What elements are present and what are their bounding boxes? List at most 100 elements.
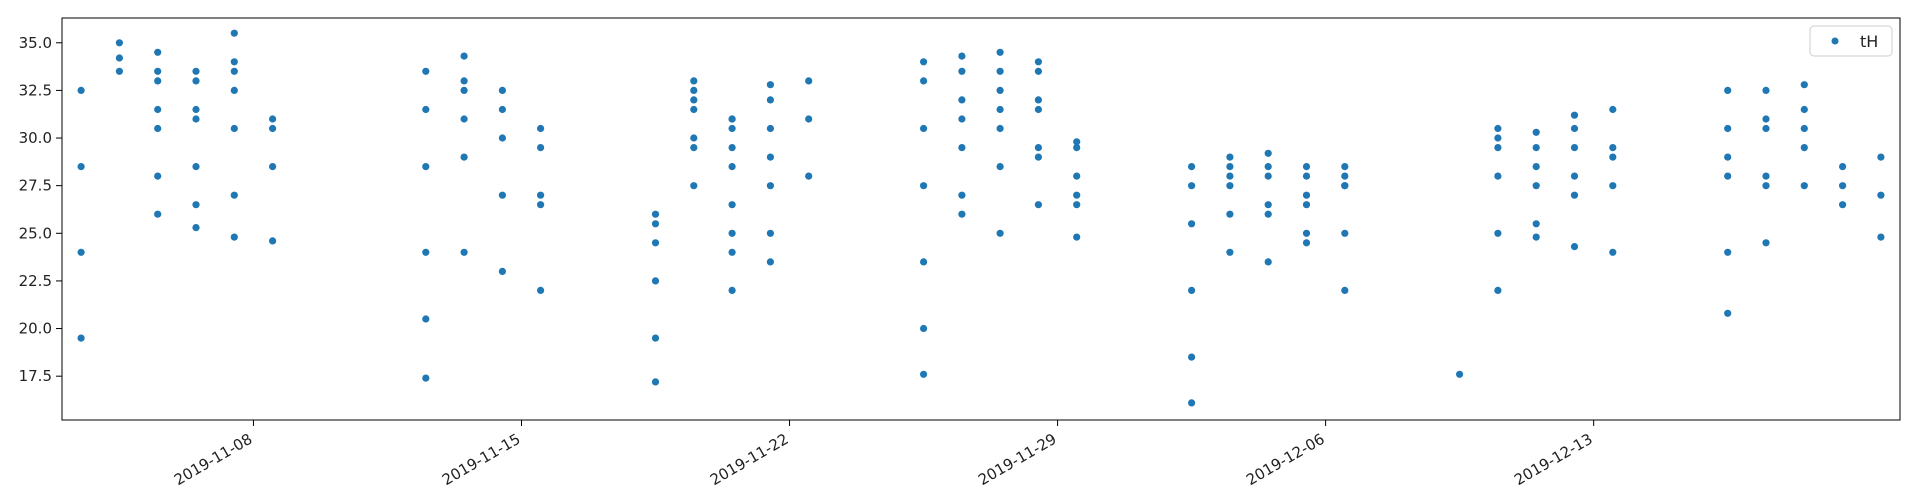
data-point — [422, 105, 430, 114]
data-point — [1609, 248, 1617, 256]
data-point — [192, 67, 200, 75]
data-point — [192, 201, 200, 209]
data-point — [1188, 182, 1196, 190]
data-point — [230, 29, 238, 37]
x-tick-label: 2019-11-08 — [171, 430, 256, 489]
data-point — [920, 77, 928, 85]
data-point — [728, 286, 736, 294]
data-point — [1034, 201, 1042, 209]
data-point — [1264, 210, 1272, 218]
data-point — [154, 105, 162, 114]
data-point — [1302, 163, 1311, 171]
data-point — [460, 52, 468, 60]
y-tick-label: 17.5 — [19, 367, 52, 385]
data-point — [115, 39, 123, 47]
data-point — [766, 182, 775, 190]
data-point — [230, 67, 238, 75]
data-point — [1341, 286, 1349, 294]
data-point — [766, 124, 775, 133]
data-point — [154, 67, 162, 75]
y-tick-label: 22.5 — [19, 272, 52, 290]
data-point — [269, 124, 277, 133]
legend: tH — [1809, 25, 1893, 57]
data-point — [651, 378, 660, 386]
data-point — [1226, 163, 1234, 171]
data-point — [192, 115, 200, 123]
data-point — [1839, 201, 1847, 209]
data-point — [154, 172, 162, 180]
data-point — [498, 267, 506, 275]
data-points — [77, 29, 1885, 407]
data-point — [1494, 134, 1502, 142]
y-tick-label: 30.0 — [19, 129, 52, 147]
data-point — [1494, 144, 1502, 152]
data-point — [1264, 258, 1272, 266]
data-point — [1456, 370, 1464, 378]
data-point — [1609, 182, 1617, 190]
data-point — [1188, 220, 1196, 228]
data-point — [460, 248, 468, 256]
data-point — [920, 124, 928, 133]
data-point — [1264, 149, 1272, 157]
y-tick-label: 32.5 — [19, 81, 52, 99]
y-tick-label: 27.5 — [19, 177, 52, 195]
data-point — [1724, 172, 1732, 180]
data-point — [728, 229, 736, 237]
data-point — [920, 258, 928, 266]
data-point — [690, 105, 698, 114]
data-point — [1800, 81, 1808, 89]
data-point — [690, 182, 698, 190]
data-point — [1226, 172, 1234, 180]
data-point — [192, 163, 200, 171]
data-point — [1532, 128, 1540, 136]
data-point — [1302, 201, 1311, 209]
legend-marker — [1831, 37, 1839, 45]
x-tick-label: 2019-12-06 — [1243, 430, 1328, 489]
data-point — [1226, 182, 1234, 190]
data-point — [115, 54, 123, 62]
data-point — [1762, 239, 1770, 247]
data-point — [537, 144, 545, 152]
data-point — [728, 115, 736, 123]
data-point — [1877, 153, 1885, 161]
data-point — [1570, 144, 1579, 152]
data-point — [230, 124, 238, 133]
data-point — [996, 48, 1004, 56]
data-point — [690, 96, 698, 104]
data-point — [728, 124, 736, 133]
data-point — [1532, 182, 1540, 190]
data-point — [422, 248, 430, 256]
data-point — [1724, 124, 1732, 133]
data-point — [766, 258, 775, 266]
data-point — [77, 334, 85, 342]
data-point — [651, 220, 660, 228]
data-point — [1341, 163, 1349, 171]
data-point — [1226, 210, 1234, 218]
data-point — [422, 374, 430, 382]
data-point — [115, 67, 123, 75]
data-point — [1570, 172, 1579, 180]
data-point — [422, 67, 430, 75]
data-point — [1762, 124, 1770, 133]
data-point — [1839, 182, 1847, 190]
data-point — [537, 201, 545, 209]
data-point — [728, 201, 736, 209]
data-point — [1073, 233, 1081, 241]
data-point — [1570, 111, 1579, 119]
data-point — [958, 144, 966, 152]
data-point — [1800, 124, 1808, 133]
data-point — [920, 58, 928, 66]
data-point — [1341, 182, 1349, 190]
data-point — [1302, 239, 1311, 247]
data-point — [1532, 163, 1540, 171]
data-point — [690, 134, 698, 142]
data-point — [1034, 67, 1042, 75]
data-point — [805, 172, 813, 180]
data-point — [154, 210, 162, 218]
data-point — [1494, 286, 1502, 294]
data-point — [1724, 86, 1732, 94]
data-point — [1034, 105, 1042, 114]
data-point — [192, 77, 200, 85]
data-point — [1762, 115, 1770, 123]
data-point — [1302, 191, 1311, 199]
